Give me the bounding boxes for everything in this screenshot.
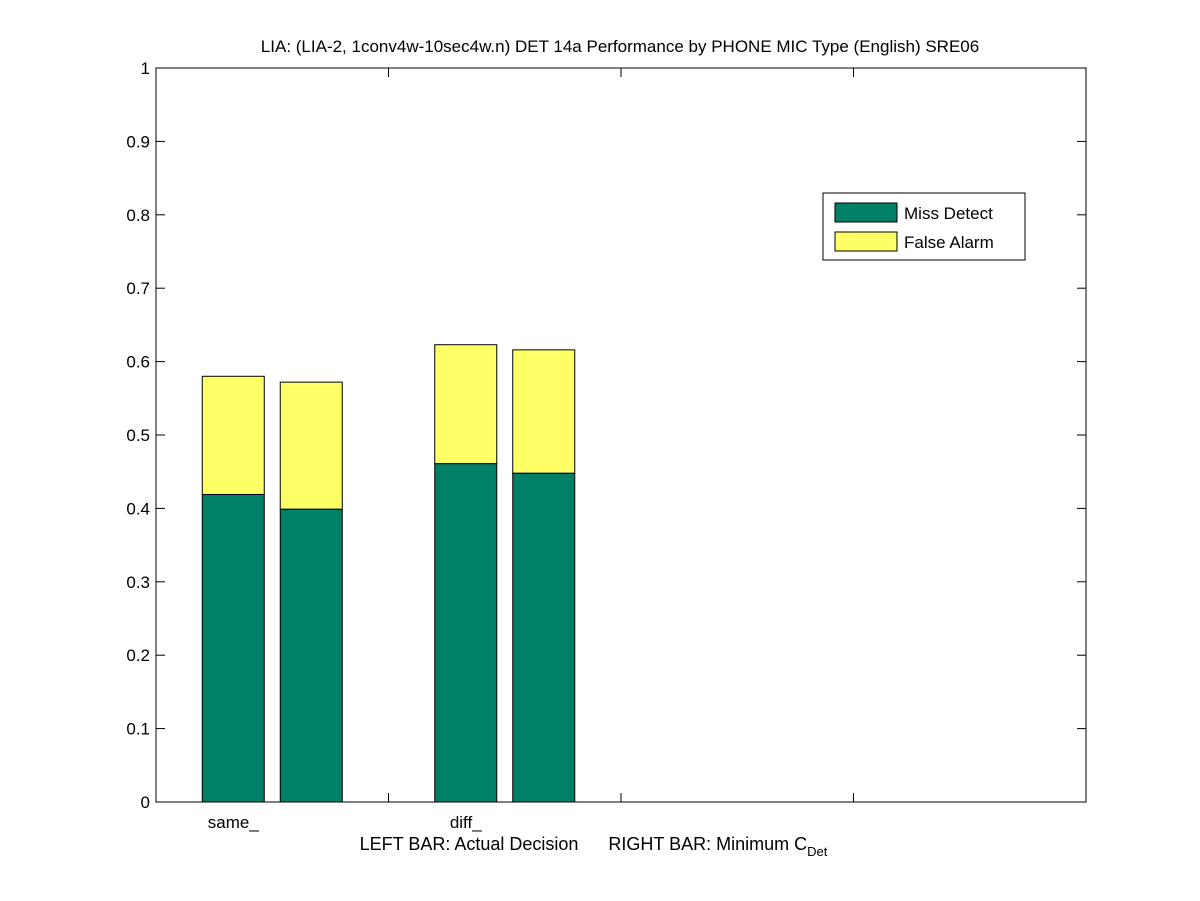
x-label-right: RIGHT BAR: Minimum C bbox=[608, 834, 808, 854]
false-alarm-bar-segment bbox=[512, 349, 576, 474]
y-tick-label: 1 bbox=[141, 59, 150, 78]
y-tick-label: 0.4 bbox=[126, 499, 150, 518]
y-tick-label: 0.3 bbox=[126, 573, 150, 592]
x-tick-label: same_ bbox=[208, 813, 260, 832]
miss-detect-bar-segment bbox=[434, 463, 498, 803]
y-axis: 0 0.1 0.2 0.3 0.4 0.5 0.6 0.7 0.8 0.9 1 bbox=[126, 59, 1086, 812]
y-tick-label: 0.1 bbox=[126, 720, 150, 739]
x-tick-label: diff_ bbox=[450, 813, 482, 832]
y-tick-label: 0.7 bbox=[126, 279, 150, 298]
y-tick-label: 0.6 bbox=[126, 353, 150, 372]
bars bbox=[201, 344, 576, 803]
legend-swatch bbox=[834, 231, 898, 252]
x-label-left: LEFT BAR: Actual Decision bbox=[359, 834, 579, 854]
legend-label: Miss Detect bbox=[904, 204, 993, 223]
false-alarm-bar-segment bbox=[201, 375, 265, 495]
legend-swatch bbox=[834, 202, 898, 223]
legend-label: False Alarm bbox=[904, 233, 994, 252]
miss-detect-bar-segment bbox=[279, 508, 343, 803]
y-tick-label: 0 bbox=[141, 793, 150, 812]
false-alarm-bar-segment bbox=[434, 344, 498, 465]
y-tick-label: 0.8 bbox=[126, 206, 150, 225]
y-tick-label: 0.9 bbox=[126, 132, 150, 151]
legend: Miss Detect False Alarm bbox=[822, 192, 1026, 261]
x-axis-label: LEFT BAR: Actual Decision RIGHT BAR: Min… bbox=[0, 834, 1187, 859]
x-axis: same_ diff_ bbox=[208, 68, 854, 832]
false-alarm-bar-segment bbox=[279, 381, 343, 510]
miss-detect-bar-segment bbox=[201, 493, 265, 803]
y-tick-label: 0.2 bbox=[126, 646, 150, 665]
y-tick-label: 0.5 bbox=[126, 426, 150, 445]
chart-title: LIA: (LIA-2, 1conv4w-10sec4w.n) DET 14a … bbox=[261, 37, 979, 56]
x-label-right-subscript: Det bbox=[807, 844, 828, 859]
miss-detect-bar-segment bbox=[512, 472, 576, 803]
